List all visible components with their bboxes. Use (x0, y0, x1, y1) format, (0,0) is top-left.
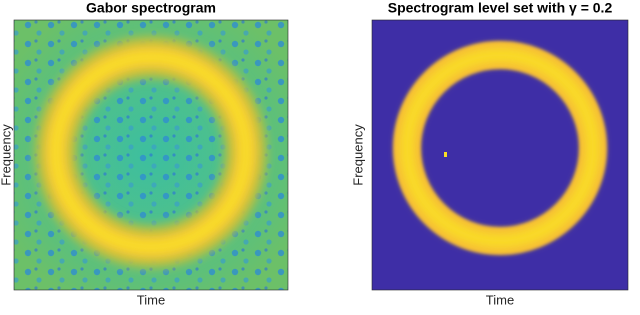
chart-title: Gabor spectrogram (86, 0, 216, 16)
image (372, 20, 628, 290)
ring-core (399, 47, 601, 249)
x-axis-label: Time (486, 292, 514, 307)
panel: Spectrogram level set with γ = 0.2 Time … (350, 0, 629, 307)
chart-title: Spectrogram level set with γ = 0.2 (388, 0, 613, 16)
ring-core (51, 52, 251, 252)
x-axis-label: Time (137, 292, 165, 307)
image (14, 20, 288, 290)
y-axis-label: Frequency (350, 124, 365, 186)
y-axis-label: Frequency (0, 124, 13, 186)
image-frame (371, 19, 629, 291)
panel: Gabor spectrogram Time Frequency (0, 0, 289, 307)
level-set-spot (444, 152, 447, 157)
image-frame (13, 19, 289, 291)
